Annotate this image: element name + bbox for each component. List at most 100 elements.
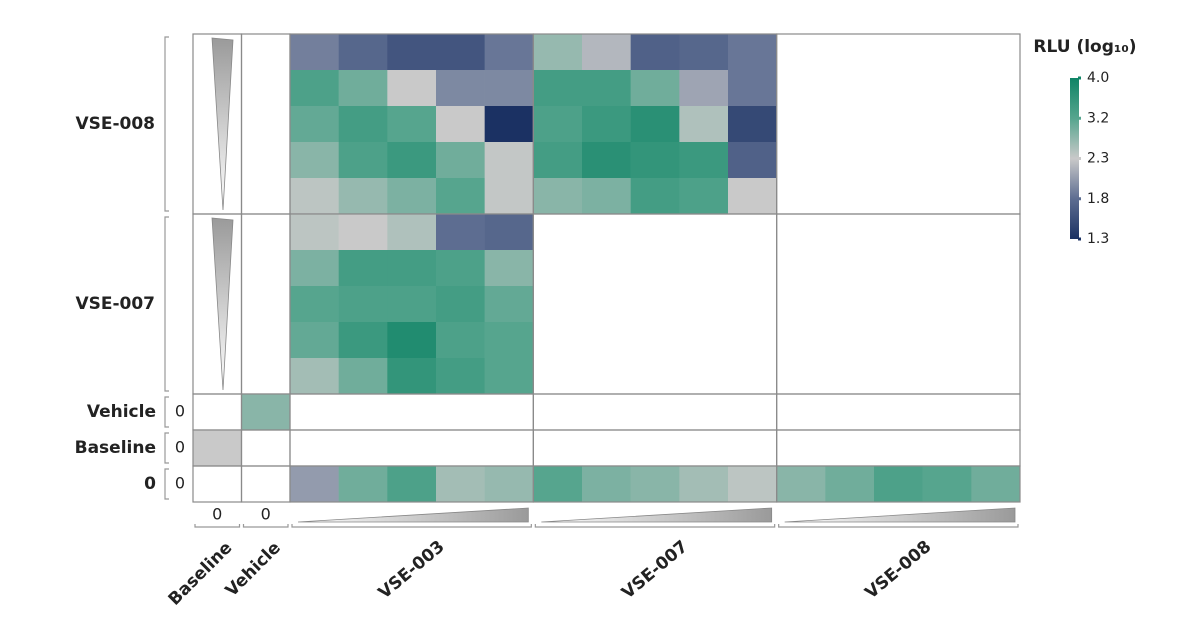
heatmap-cell (387, 106, 437, 143)
heatmap-cell (728, 34, 777, 71)
heatmap-cell (825, 466, 875, 503)
heatmap-cell (436, 178, 485, 215)
heatmap-cell (728, 466, 777, 503)
colorbar-tick (1078, 76, 1081, 80)
heatmap-cell (387, 466, 437, 503)
heatmap-cell (436, 358, 485, 395)
row-group-label: VSE-007 (75, 294, 155, 314)
block-outline (240, 213, 291, 395)
heatmap-cell (484, 34, 534, 71)
heatmap-cell (484, 214, 534, 251)
heatmap-cell (387, 322, 437, 359)
heatmap-cell (290, 70, 339, 107)
heatmap-cell (728, 70, 777, 107)
block-outline (776, 393, 1021, 431)
heatmap-cell (533, 106, 583, 143)
colorbar-tick-label: 1.8 (1087, 191, 1109, 207)
heatmap-cell (484, 178, 534, 215)
row-bracket (164, 216, 169, 392)
heatmap-cell (484, 286, 534, 323)
heatmap-cell (338, 70, 388, 107)
heatmap-cell (387, 214, 437, 251)
row-group-label: VSE-008 (75, 114, 155, 134)
colorbar-tick (1078, 197, 1081, 201)
block-outline (776, 213, 1021, 395)
heatmap-cell (338, 322, 388, 359)
heatmap-cell (338, 250, 388, 287)
heatmap-cell (630, 466, 680, 503)
row-bracket (164, 432, 169, 464)
dose-triangle (211, 37, 234, 211)
block-outline (776, 465, 1021, 503)
column-bracket (534, 524, 776, 528)
column-group-label: VSE-007 (618, 537, 692, 603)
heatmap-cell (484, 358, 534, 395)
block-outline (192, 393, 243, 431)
heatmap-cell (582, 70, 631, 107)
row-group-label: Vehicle (87, 402, 156, 422)
heatmap-cell (630, 106, 680, 143)
heatmap-cell (387, 70, 437, 107)
heatmap-cell (484, 466, 534, 503)
heatmap-cell (484, 322, 534, 359)
heatmap-cell (290, 106, 339, 143)
heatmap-cell (338, 34, 388, 71)
block-outline (776, 429, 1021, 467)
heatmap-cell (679, 178, 729, 215)
heatmap-cell (484, 106, 534, 143)
heatmap-cell (728, 142, 777, 179)
row-bracket (164, 468, 169, 500)
heatmap-cell (338, 466, 388, 503)
heatmap-cell (533, 34, 583, 71)
column-group-label: VSE-008 (861, 537, 935, 603)
colorbar-tick (1078, 157, 1081, 160)
column-dose-label: 0 (261, 505, 271, 524)
heatmap-cell (387, 286, 437, 323)
heatmap-cell (630, 70, 680, 107)
column-group-label: VSE-003 (375, 537, 449, 603)
heatmap-cell (971, 466, 1021, 503)
colorbar-tick-label: 1.3 (1087, 231, 1109, 247)
colorbar-tick-label: 4.0 (1087, 70, 1109, 86)
heatmap-cell (484, 142, 534, 179)
heatmap-cell (290, 466, 339, 503)
heatmap-cell (290, 178, 339, 215)
dose-triangle (297, 507, 529, 523)
heatmap-cell (630, 178, 680, 215)
heatmap-cell (582, 106, 631, 143)
heatmap-cell (436, 250, 485, 287)
block-outline (192, 465, 243, 503)
colorbar-title: RLU (log₁₀) (1033, 37, 1136, 57)
heatmap-cell (436, 322, 485, 359)
heatmap-cell (387, 178, 437, 215)
column-bracket (242, 524, 289, 528)
heatmap-cell (582, 178, 631, 215)
heatmap-cell (922, 466, 972, 503)
heatmap-cell (387, 250, 437, 287)
heatmap-cell (728, 106, 777, 143)
heatmap-cell (484, 70, 534, 107)
heatmap-cell (387, 34, 437, 71)
heatmap-cell (436, 106, 485, 143)
block-outline (240, 465, 291, 503)
block-outline (240, 33, 291, 215)
heatmap-cell (338, 106, 388, 143)
heatmap-cell (338, 142, 388, 179)
heatmap-cell (338, 178, 388, 215)
row-dose-label: 0 (175, 402, 185, 421)
heatmap-cell (533, 142, 583, 179)
heatmap-cell (582, 466, 631, 503)
heatmap-cell (728, 178, 777, 215)
heatmap-cell (290, 286, 339, 323)
heatmap-cell (436, 286, 485, 323)
colorbar-tick-label: 2.3 (1087, 151, 1109, 167)
column-group-label: Baseline (165, 538, 237, 610)
colorbar-tick (1078, 237, 1081, 241)
heatmap-cell (679, 466, 729, 503)
colorbar-tick-label: 3.2 (1087, 110, 1109, 126)
dose-triangle (784, 507, 1016, 523)
heatmap-cell (484, 250, 534, 287)
heatmap-cell (193, 430, 242, 467)
row-bracket (164, 396, 169, 428)
